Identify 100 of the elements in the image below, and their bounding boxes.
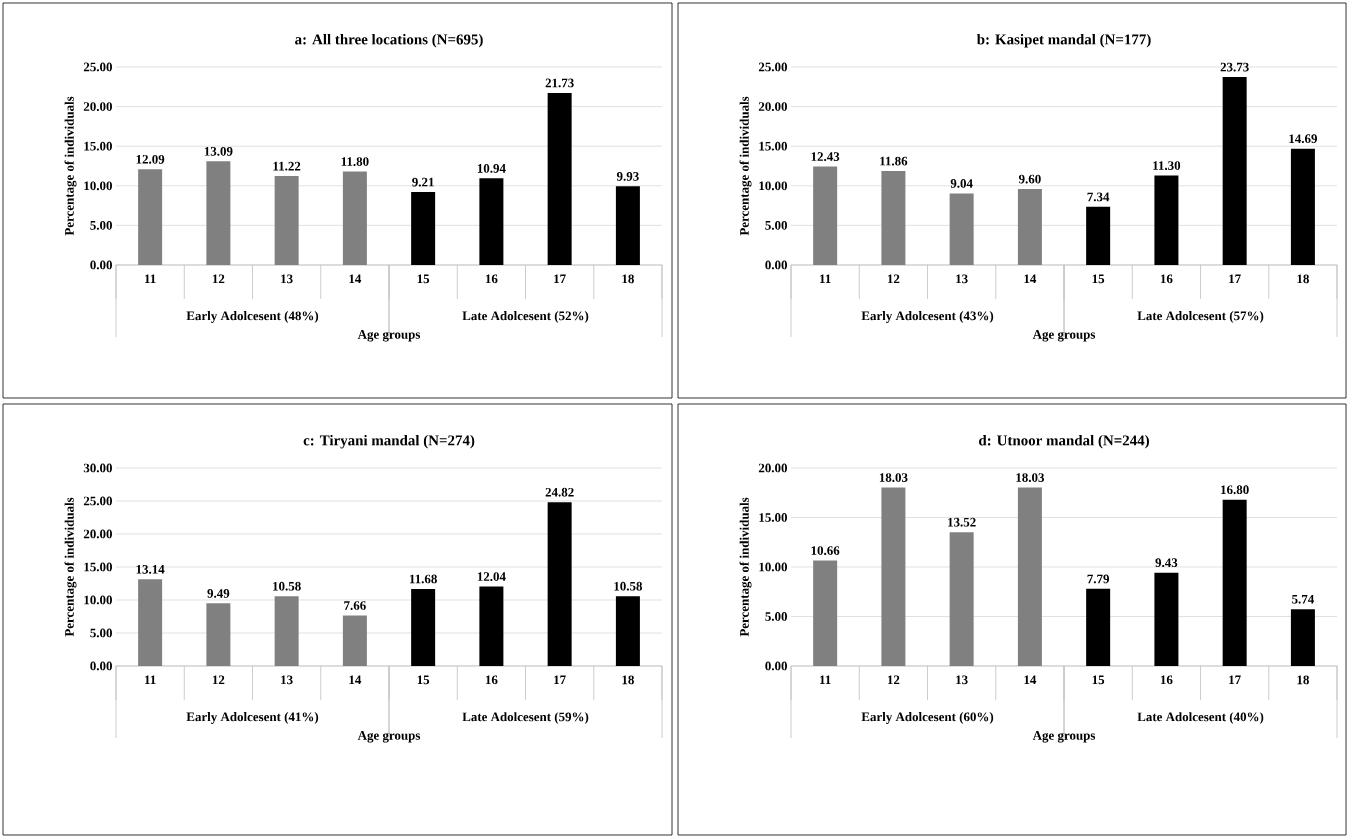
y-tick-label: 5.00	[765, 612, 788, 621]
x-tick-label: 14	[1024, 675, 1037, 685]
x-axis-title: Age groups	[1032, 330, 1096, 342]
bar	[1017, 487, 1042, 666]
x-tick-label: 14	[1024, 274, 1037, 284]
data-label: 9.04	[950, 179, 973, 188]
y-tick-label: 25.00	[83, 62, 112, 72]
x-tick-label: 15	[417, 274, 430, 284]
x-axis-title: Age groups	[357, 731, 421, 743]
y-axis-title: Percentage of individuals	[64, 497, 77, 637]
bar	[1290, 148, 1315, 265]
text: Early Adolcesent (48%)	[186, 311, 319, 323]
y-tick-label: 10.00	[759, 562, 788, 572]
bar	[1290, 609, 1315, 666]
bar	[813, 560, 838, 666]
text: Early Adolcesent (43%)	[861, 311, 994, 323]
data-label: 13.09	[204, 147, 233, 156]
bar	[881, 487, 906, 666]
data-label: 18.03	[879, 473, 908, 482]
x-tick-label: 17	[1229, 274, 1241, 284]
bar	[881, 171, 906, 265]
chart-title: d: Utnoor mandal (N=244)	[979, 434, 1149, 449]
data-label: 10.66	[811, 546, 840, 555]
x-tick-label: 16	[485, 274, 498, 284]
data-label: 7.79	[1087, 574, 1110, 584]
x-tick-label: 17	[554, 274, 566, 284]
x-tick-label: 12	[887, 274, 900, 284]
y-tick-label: 15.00	[759, 513, 788, 522]
y-axis-title: Percentage of individuals	[64, 96, 77, 236]
bar	[547, 502, 572, 666]
data-label: 11.30	[1153, 161, 1181, 170]
y-tick-label: 0.00	[765, 260, 788, 270]
data-label: 9.49	[207, 589, 230, 598]
x-tick-label: 18	[1297, 675, 1309, 685]
bar	[1222, 77, 1247, 265]
bar	[949, 532, 974, 666]
y-tick-label: 5.00	[90, 628, 112, 638]
data-label: 12.04	[477, 572, 506, 582]
bar	[479, 586, 504, 666]
x-tick-label: 18	[622, 274, 634, 284]
y-tick-label: 5.00	[765, 220, 788, 230]
bar	[615, 596, 640, 666]
data-label: 18.03	[1016, 473, 1045, 482]
y-axis-title: Percentage of individuals	[739, 96, 752, 236]
data-label: 13.52	[948, 517, 976, 527]
x-tick-label: 16	[1160, 675, 1173, 685]
bar	[342, 615, 367, 666]
data-label: 7.66	[344, 601, 366, 610]
data-label: 12.09	[136, 154, 165, 164]
data-label: 9.60	[1018, 174, 1041, 184]
bar	[274, 596, 299, 666]
bar	[411, 588, 436, 666]
x-tick-label: 17	[1229, 675, 1241, 685]
data-label: 10.94	[477, 164, 506, 173]
bar	[138, 579, 163, 666]
y-tick-label: 20.00	[83, 529, 112, 539]
bar	[949, 193, 974, 265]
x-tick-label: 12	[212, 675, 225, 685]
x-tick-label: 13	[281, 675, 293, 685]
text: Late Adolcesent (40%)	[1137, 712, 1264, 724]
x-tick-label: 16	[1160, 274, 1173, 284]
x-tick-label: 13	[281, 274, 293, 284]
x-axis-title: Age groups	[1032, 731, 1096, 743]
data-label: 9.43	[1155, 558, 1178, 568]
chart-title: c: Tiryani mandal (N=274)	[303, 434, 475, 449]
x-tick-label: 13	[956, 274, 968, 284]
x-tick-label: 15	[1092, 675, 1105, 685]
y-tick-label: 15.00	[84, 141, 112, 151]
y-axis-title: Percentage of individuals	[739, 497, 752, 637]
data-label: 16.80	[1221, 485, 1249, 495]
text: Late Adolcesent (59%)	[462, 712, 589, 724]
data-label: 10.58	[273, 581, 301, 591]
data-label: 11.86	[880, 156, 908, 166]
y-tick-label: 15.00	[84, 562, 112, 572]
bar	[274, 176, 299, 265]
text: Late Adolcesent (57%)	[1137, 311, 1264, 323]
data-label: 11.68	[409, 574, 437, 584]
x-tick-label: 11	[145, 274, 156, 284]
bar	[206, 603, 231, 666]
data-label: 14.69	[1289, 134, 1318, 144]
data-label: 11.22	[273, 161, 301, 171]
y-tick-label: 0.00	[765, 661, 788, 671]
bar	[138, 169, 163, 265]
data-label: 7.34	[1087, 192, 1110, 202]
x-tick-label: 12	[212, 274, 225, 284]
data-label: 12.43	[811, 152, 840, 162]
data-label: 24.82	[545, 487, 574, 497]
x-tick-label: 11	[820, 274, 831, 284]
data-label: 21.73	[545, 78, 574, 88]
bar	[206, 161, 231, 265]
x-tick-label: 11	[145, 675, 156, 685]
bar	[1154, 572, 1179, 666]
text: Early Adolcesent (60%)	[861, 712, 994, 724]
x-tick-label: 14	[349, 274, 362, 284]
y-tick-label: 15.00	[759, 141, 788, 151]
x-tick-label: 17	[554, 675, 566, 685]
x-tick-label: 13	[956, 675, 968, 685]
y-tick-label: 25.00	[758, 62, 788, 72]
bar	[1086, 206, 1111, 265]
y-tick-label: 10.00	[84, 181, 112, 191]
